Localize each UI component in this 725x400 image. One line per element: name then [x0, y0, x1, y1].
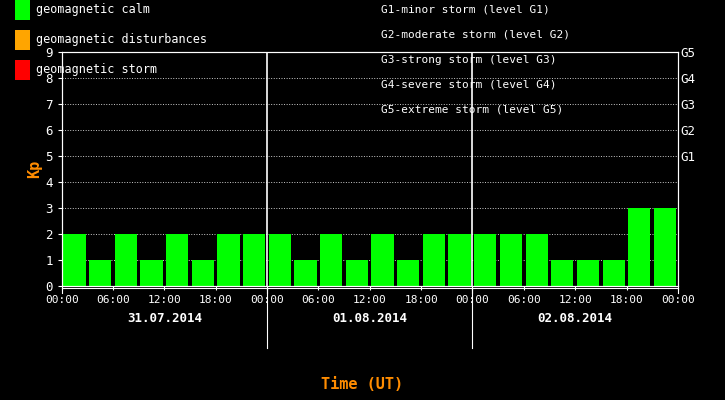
Bar: [294, 260, 317, 286]
Bar: [243, 234, 265, 286]
Text: G3-strong storm (level G3): G3-strong storm (level G3): [381, 55, 556, 65]
Bar: [191, 260, 214, 286]
Text: G5-extreme storm (level G5): G5-extreme storm (level G5): [381, 104, 563, 114]
Text: geomagnetic calm: geomagnetic calm: [36, 4, 150, 16]
Bar: [166, 234, 188, 286]
Bar: [500, 234, 522, 286]
Text: G2-moderate storm (level G2): G2-moderate storm (level G2): [381, 30, 570, 40]
Bar: [602, 260, 625, 286]
Bar: [89, 260, 111, 286]
Bar: [423, 234, 445, 286]
Bar: [629, 208, 650, 286]
Bar: [63, 234, 86, 286]
Bar: [346, 260, 368, 286]
Text: geomagnetic storm: geomagnetic storm: [36, 64, 157, 76]
Bar: [551, 260, 573, 286]
Text: G4-severe storm (level G4): G4-severe storm (level G4): [381, 80, 556, 90]
Bar: [397, 260, 419, 286]
Text: 31.07.2014: 31.07.2014: [127, 312, 202, 324]
Text: 01.08.2014: 01.08.2014: [332, 312, 407, 324]
Y-axis label: Kp: Kp: [28, 160, 42, 178]
Bar: [320, 234, 342, 286]
Bar: [654, 208, 676, 286]
Bar: [141, 260, 162, 286]
Bar: [269, 234, 291, 286]
Bar: [577, 260, 599, 286]
Bar: [449, 234, 471, 286]
Text: Time (UT): Time (UT): [321, 377, 404, 392]
Bar: [526, 234, 548, 286]
Bar: [218, 234, 240, 286]
Text: geomagnetic disturbances: geomagnetic disturbances: [36, 34, 207, 46]
Bar: [115, 234, 137, 286]
Bar: [474, 234, 497, 286]
Bar: [371, 234, 394, 286]
Text: 02.08.2014: 02.08.2014: [538, 312, 613, 324]
Text: G1-minor storm (level G1): G1-minor storm (level G1): [381, 5, 550, 15]
